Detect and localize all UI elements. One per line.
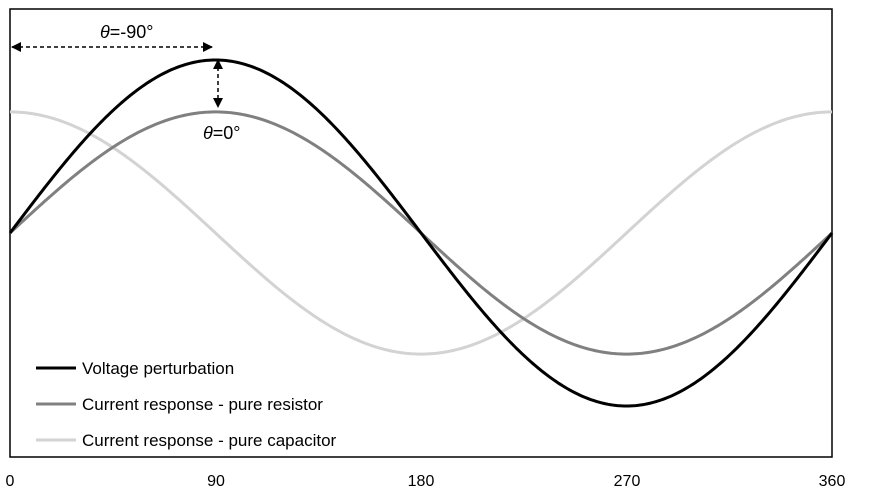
legend-label-voltage: Voltage perturbation: [82, 359, 234, 378]
phase-annotations: θ=-90° θ=0°: [11, 22, 241, 143]
series-line-2: [9, 110, 833, 356]
theta-symbol: θ: [100, 22, 110, 42]
series-layer: [8, 58, 834, 408]
x-tick-label: 360: [819, 473, 846, 490]
x-tick-label: 0: [6, 473, 15, 490]
phase-value: =0°: [213, 123, 241, 143]
x-tick-label: 90: [207, 473, 225, 490]
legend: Voltage perturbation Current response - …: [36, 359, 337, 450]
x-tick-label: 180: [408, 473, 435, 490]
phase-label-minus-90: θ=-90°: [100, 22, 154, 42]
x-tick-label: 270: [614, 473, 641, 490]
theta-symbol: θ: [203, 123, 213, 143]
phase-value: =-90°: [110, 22, 154, 42]
series-line-0: [8, 58, 834, 408]
legend-label-resistor: Current response - pure resistor: [82, 395, 323, 414]
x-axis-ticks: 0 90 180 270 360: [6, 473, 846, 490]
phase-label-0: θ=0°: [203, 123, 241, 143]
legend-label-capacitor: Current response - pure capacitor: [82, 431, 337, 450]
